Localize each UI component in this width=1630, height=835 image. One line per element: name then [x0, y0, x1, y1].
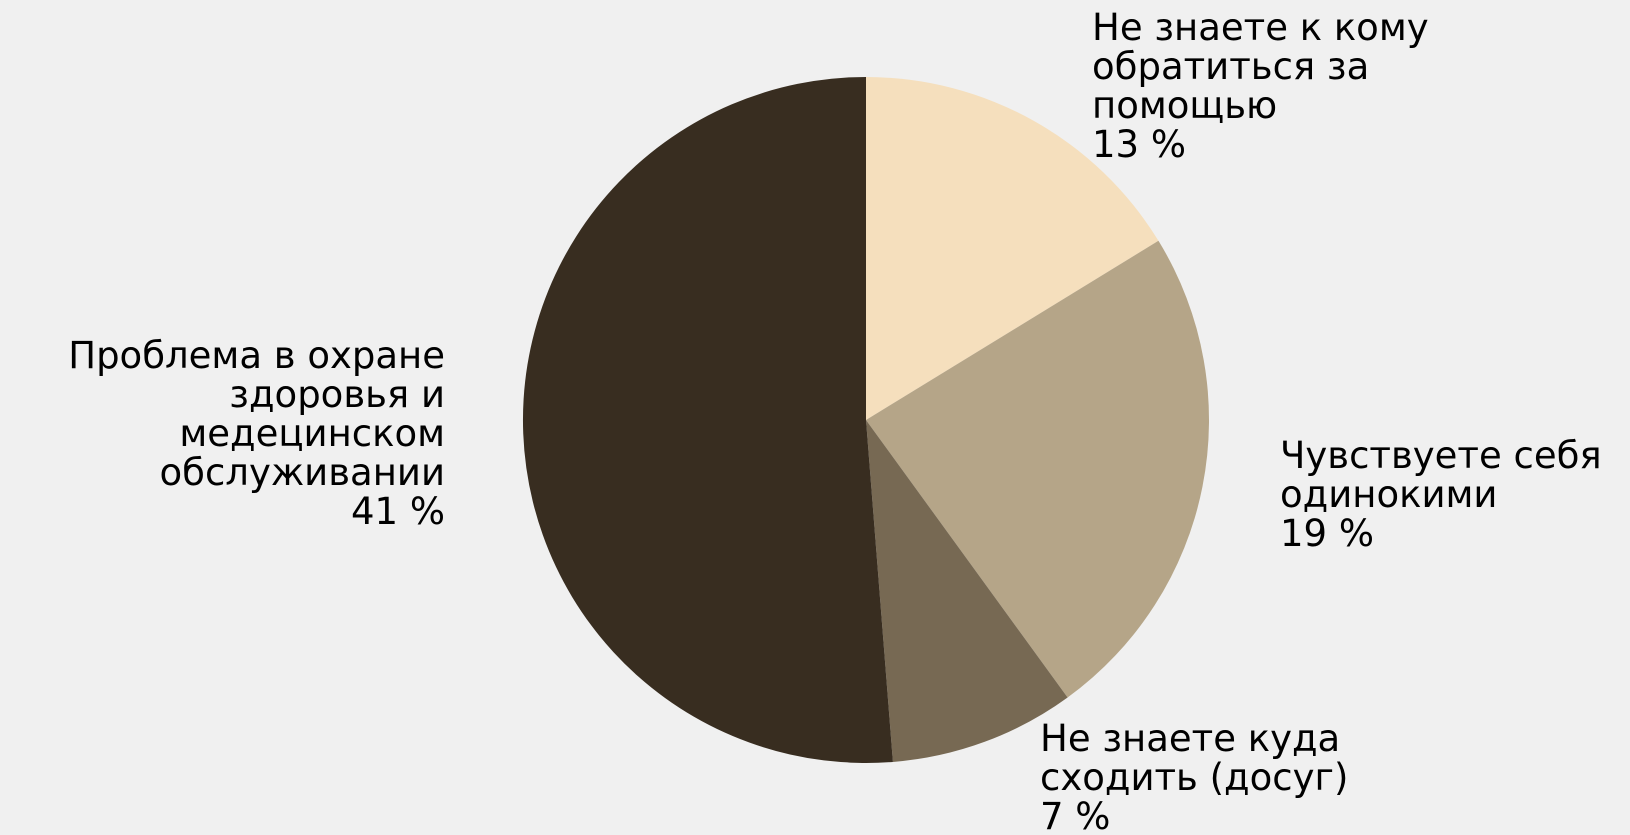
slice-label-2: Не знаете куда сходить (досуг) 7 % — [1040, 717, 1348, 835]
pie-slice-3 — [522, 76, 893, 763]
slice-label-3: Проблема в охране здоровья и медецинском об… — [68, 334, 445, 533]
pie-labels: Не знаете к кому обратиться за помощью 13 %… — [68, 6, 1601, 835]
slice-label-line: Не знаете к кому — [1092, 6, 1429, 49]
slice-label-line: Проблема в охране — [68, 334, 445, 377]
slice-value-label: 7 % — [1040, 795, 1110, 835]
slice-label-line: одинокими — [1280, 473, 1497, 516]
slice-label-1: Чувствуете себя одинокими 19 % — [1280, 434, 1602, 555]
slice-label-line: обслуживании — [160, 451, 446, 494]
pie-slices — [522, 76, 1210, 763]
slice-label-line: медецинском — [179, 412, 445, 455]
slice-label-line: Не знаете куда — [1040, 717, 1340, 760]
slice-label-line: сходить (досуг) — [1040, 756, 1348, 799]
slice-label-line: здоровья и — [229, 373, 445, 416]
slice-label-0: Не знаете к кому обратиться за помощью 13 % — [1092, 6, 1429, 166]
slice-value-label: 13 % — [1092, 123, 1186, 166]
pie-slice-1 — [866, 240, 1210, 698]
slice-value-label: 41 % — [351, 490, 445, 533]
pie-slice-2 — [866, 420, 1068, 762]
slice-label-line: обратиться за — [1092, 45, 1369, 88]
slice-label-line: помощью — [1092, 84, 1277, 127]
pie-slice-0 — [866, 77, 1159, 420]
slice-value-label: 19 % — [1280, 512, 1374, 555]
slice-label-line: Чувствуете себя — [1280, 434, 1602, 477]
